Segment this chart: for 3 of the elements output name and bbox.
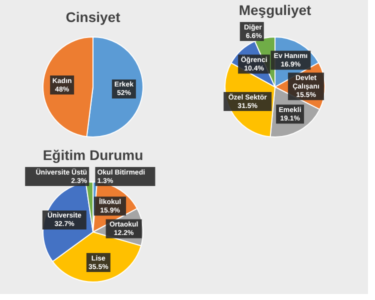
chart-title: Eğitim Durumu (42, 147, 144, 163)
chart-title: Meşguliyet (238, 2, 312, 18)
chart-title: Cinsiyet (66, 9, 121, 25)
